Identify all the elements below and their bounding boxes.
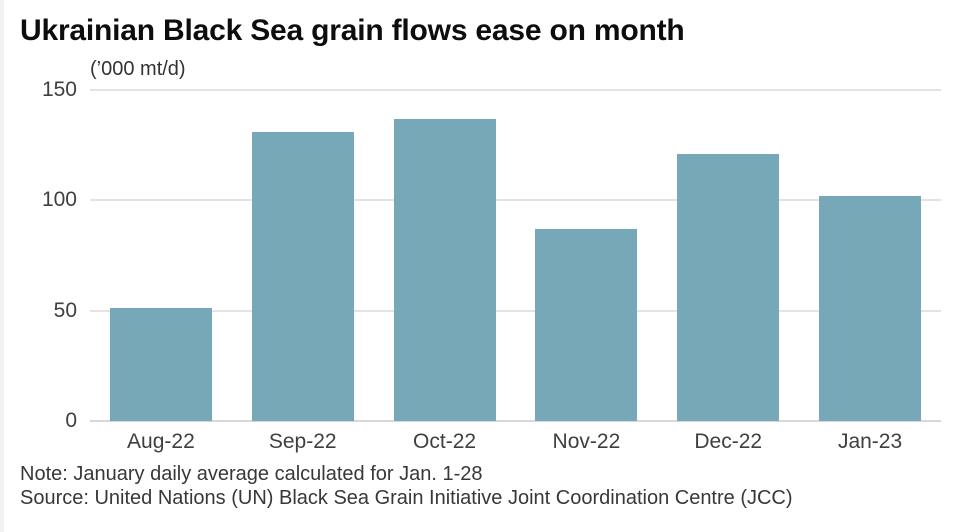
source-text: Source: United Nations (UN) Black Sea Gr… — [20, 487, 793, 509]
x-axis-tick-label: Oct-22 — [413, 430, 477, 453]
bar-slot-jan-23 — [799, 90, 941, 421]
x-axis-tick-label: Dec-22 — [694, 430, 763, 453]
x-axis-tick-label: Nov-22 — [552, 430, 621, 453]
x-axis-tick-label: Aug-22 — [127, 430, 195, 453]
bars-row — [90, 90, 941, 421]
chart-footer: Note: January daily average calculated f… — [20, 462, 956, 510]
y-axis-tick-label: 0 — [65, 409, 77, 432]
bar-oct-22 — [393, 118, 496, 421]
x-axis-labels: Aug-22 Sep-22 Oct-22 Nov-22 Dec-22 Jan-23 — [90, 431, 941, 453]
bar-slot-sep-22 — [232, 90, 374, 421]
bar-jan-23 — [819, 195, 922, 421]
x-axis-tick-label: Jan-23 — [837, 430, 903, 453]
page-left-edge — [0, 0, 4, 532]
y-axis-unit-label: (’000 mt/d) — [90, 58, 186, 80]
y-axis-tick-label: 50 — [53, 298, 77, 322]
bar-nov-22 — [535, 229, 638, 421]
chart-title: Ukrainian Black Sea grain flows ease on … — [20, 14, 685, 47]
bar-slot-oct-22 — [374, 90, 516, 421]
bar-dec-22 — [677, 154, 780, 421]
bar-slot-aug-22 — [90, 90, 232, 421]
x-axis-tick-label: Sep-22 — [268, 430, 337, 453]
plot-wrap: 0 50 100 150 — [42, 78, 941, 432]
gridline-y-0 — [90, 420, 941, 422]
plot-area: 0 50 100 150 — [42, 78, 941, 432]
note-text: Note: January daily average calculated f… — [20, 463, 483, 485]
gridline-y-100 — [90, 199, 941, 202]
y-axis-tick-label: 150 — [41, 78, 77, 101]
y-axis-tick-label: 100 — [41, 188, 77, 212]
bar-sep-22 — [251, 131, 354, 421]
bar-slot-nov-22 — [515, 90, 657, 421]
bar-slot-dec-22 — [657, 90, 799, 421]
bar-aug-22 — [109, 308, 212, 421]
gridline-y-50 — [90, 309, 941, 312]
gridline-y-150 — [90, 89, 941, 91]
